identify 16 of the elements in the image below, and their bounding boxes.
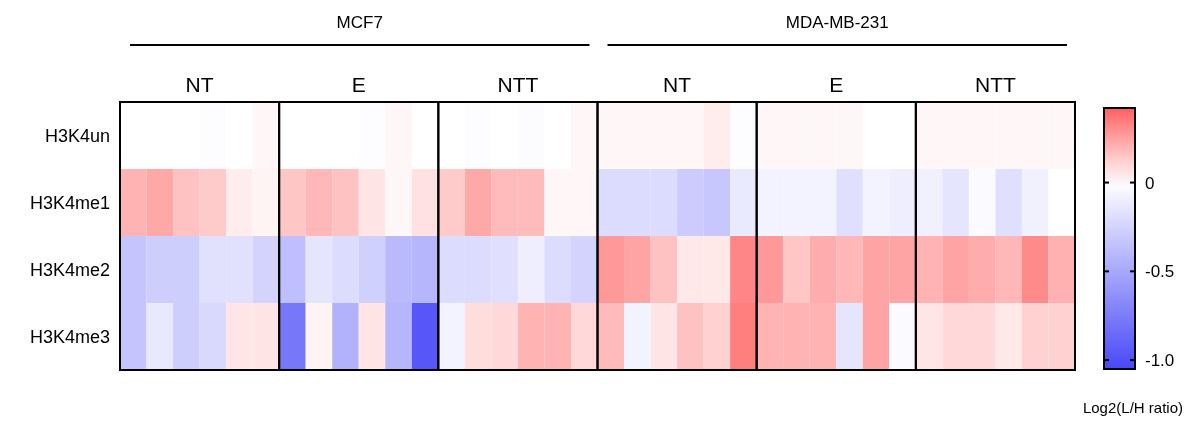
color-bar-label: 0 [1145, 173, 1155, 193]
y-tick-label: H3K4un [44, 125, 110, 146]
color-bar-title: Log2(L/H ratio) [1082, 399, 1183, 416]
text: NTT [497, 73, 539, 96]
y-tick-label: H3K4me1 [29, 192, 110, 213]
y-tick-label: H3K4me3 [29, 326, 110, 347]
text: MCF7 [336, 13, 383, 32]
text: E [829, 73, 844, 96]
text: NTT [975, 73, 1016, 96]
text: NT [185, 73, 214, 96]
text: MDA-MB-231 [785, 13, 889, 32]
color-bar-label: -0.5 [1145, 262, 1175, 282]
text: E [351, 73, 366, 96]
color-bar-label: -1.0 [1145, 351, 1175, 371]
y-tick-label: H3K4me2 [29, 259, 110, 280]
text: NT [663, 73, 692, 96]
